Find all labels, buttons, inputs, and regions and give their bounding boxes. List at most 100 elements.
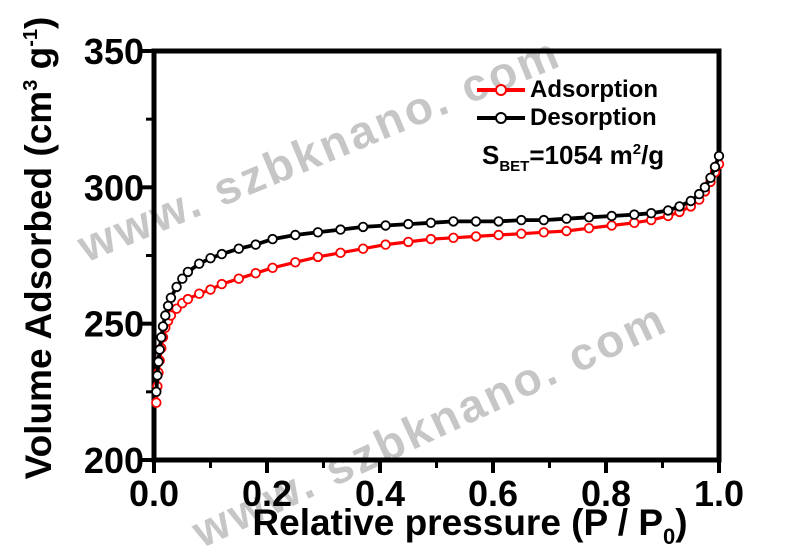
data-point-marker xyxy=(380,220,391,231)
data-point-marker xyxy=(646,207,657,219)
data-point-marker xyxy=(335,247,346,259)
data-point-marker xyxy=(290,257,301,268)
data-point-marker xyxy=(493,216,504,227)
data-point-marker xyxy=(561,225,572,237)
data-point-marker xyxy=(685,195,697,207)
open-circle-marker-icon xyxy=(495,84,507,96)
data-point-marker xyxy=(171,281,182,293)
data-point-marker xyxy=(153,356,164,368)
data-point-marker xyxy=(403,218,414,230)
sbet-annotation: SBET=1054 m2/g xyxy=(482,140,664,175)
legend-item-desorption: Desorption xyxy=(477,104,658,132)
data-point-marker xyxy=(267,262,278,274)
data-point-marker xyxy=(267,233,278,245)
legend-item-adsorption: Adsorption xyxy=(477,76,658,104)
data-point-marker xyxy=(177,273,188,284)
y-tick-label: 250 xyxy=(84,304,144,345)
legend-label-adsorption: Adsorption xyxy=(530,76,658,103)
data-point-marker xyxy=(470,216,482,227)
x-tick-label: 0.2 xyxy=(242,473,292,514)
data-point-marker xyxy=(216,248,228,260)
data-point-marker xyxy=(193,258,205,269)
data-point-marker xyxy=(151,397,162,408)
data-point-marker xyxy=(674,201,685,212)
data-point-marker xyxy=(448,216,459,227)
data-point-marker xyxy=(151,386,162,398)
x-tick-label: 0.8 xyxy=(581,473,631,514)
y-axis-label-text: ) xyxy=(18,16,59,29)
y-axis-label-text: Volume Adsorbed (cm xyxy=(18,90,59,480)
x-axis-label-text: ) xyxy=(675,502,688,543)
x-tick-label: 0.6 xyxy=(468,473,518,514)
y-axis-label: Volume Adsorbed (cm3 g-1) xyxy=(18,0,62,528)
y-axis-ticks: 200 250 300 350 xyxy=(84,31,154,481)
data-point-marker xyxy=(629,209,640,220)
series-adsorption xyxy=(151,158,725,408)
data-point-marker xyxy=(493,229,504,241)
data-point-marker xyxy=(233,273,245,284)
series-desorption xyxy=(151,150,725,398)
sbet-text: =1054 m xyxy=(529,140,633,170)
x-axis-ticks: 0.0 0.2 0.4 0.6 0.8 1.0 xyxy=(129,460,744,514)
data-point-marker xyxy=(448,232,459,244)
y-axis-label-superscript: 3 xyxy=(20,79,42,91)
data-point-marker xyxy=(233,243,245,254)
data-point-marker xyxy=(152,370,163,381)
y-tick-label: 300 xyxy=(84,167,144,208)
data-point-marker xyxy=(312,227,324,238)
data-point-marker xyxy=(165,292,177,304)
data-point-marker xyxy=(699,182,711,193)
x-axis-label: Relative pressure (P / P0) xyxy=(150,502,790,550)
desorption-line-swatch xyxy=(477,112,525,124)
data-point-marker xyxy=(606,210,617,222)
y-axis-label-text: g xyxy=(18,46,59,80)
x-axis-label-subscript: 0 xyxy=(663,524,676,549)
data-point-marker xyxy=(380,239,391,250)
data-point-marker xyxy=(561,213,572,224)
data-point-marker xyxy=(709,161,721,173)
data-point-marker xyxy=(182,293,194,305)
data-point-marker xyxy=(403,236,414,248)
data-point-marker xyxy=(357,221,369,233)
sbet-superscript: 2 xyxy=(632,141,642,158)
data-point-marker xyxy=(538,227,550,238)
legend: Adsorption Desorption xyxy=(477,76,658,132)
sbet-subscript: BET xyxy=(499,158,530,175)
x-tick-label: 0.0 xyxy=(129,473,179,514)
data-point-marker xyxy=(250,268,261,279)
data-point-marker xyxy=(205,284,216,295)
data-point-marker xyxy=(583,212,595,223)
data-point-marker xyxy=(290,229,301,241)
data-point-marker xyxy=(193,288,205,299)
x-axis-label-text: Relative pressure (P / P xyxy=(252,502,664,543)
data-point-marker xyxy=(154,344,165,355)
data-point-marker xyxy=(662,205,674,216)
y-tick-label: 200 xyxy=(84,440,144,481)
legend-label-desorption: Desorption xyxy=(530,104,657,131)
data-point-marker xyxy=(250,239,261,250)
data-point-marker xyxy=(705,172,716,184)
data-point-marker xyxy=(160,310,171,321)
data-point-marker xyxy=(156,332,167,343)
data-point-marker xyxy=(516,228,527,239)
data-point-marker xyxy=(606,220,617,231)
data-point-marker xyxy=(157,321,169,332)
data-point-marker xyxy=(205,253,216,264)
data-point-marker xyxy=(357,243,369,254)
data-point-marker xyxy=(425,233,437,245)
y-axis-label-superscript: -1 xyxy=(20,28,42,47)
open-circle-marker-icon xyxy=(495,112,507,124)
x-tick-label: 0.4 xyxy=(355,473,405,514)
data-point-marker xyxy=(516,214,527,226)
data-point-marker xyxy=(538,214,550,226)
data-point-marker xyxy=(216,278,228,290)
y-tick-label: 350 xyxy=(84,31,144,72)
data-point-marker xyxy=(312,251,324,263)
data-point-marker xyxy=(694,188,705,200)
data-point-marker xyxy=(425,217,437,229)
data-point-marker xyxy=(335,224,346,235)
sbet-text: S xyxy=(482,140,500,170)
data-point-marker xyxy=(713,150,725,162)
